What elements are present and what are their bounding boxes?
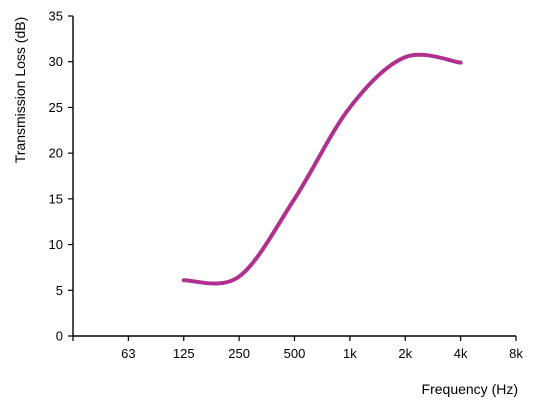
x-axis-title: Frequency (Hz) [422, 381, 518, 397]
x-tick-label: 250 [228, 346, 250, 361]
y-tick-label: 0 [56, 329, 63, 344]
y-tick-label: 10 [49, 237, 63, 252]
x-tick-label: 2k [398, 346, 412, 361]
series-line [181, 52, 463, 286]
y-axis-title: Transmission Loss (dB) [12, 17, 28, 164]
x-axis-ticks: 63 125 250 500 1k 2k 4k 8k [72, 336, 523, 361]
y-tick-label: 30 [49, 54, 63, 69]
x-tick-label: 63 [121, 346, 135, 361]
y-tick-label: 25 [49, 100, 63, 115]
x-tick-label: 8k [509, 346, 523, 361]
x-tick-label: 4k [454, 346, 468, 361]
x-tick-label: 125 [173, 346, 195, 361]
x-tick-label: 1k [343, 346, 357, 361]
y-tick-label: 5 [56, 283, 63, 298]
y-tick-label: 15 [49, 191, 63, 206]
x-tick-label: 500 [284, 346, 306, 361]
series-layer [181, 52, 463, 286]
y-tick-label: 20 [49, 146, 63, 161]
y-tick-label: 35 [49, 9, 63, 24]
axes [72, 16, 516, 337]
y-axis-ticks: 0 5 10 15 20 25 30 35 [49, 9, 73, 344]
